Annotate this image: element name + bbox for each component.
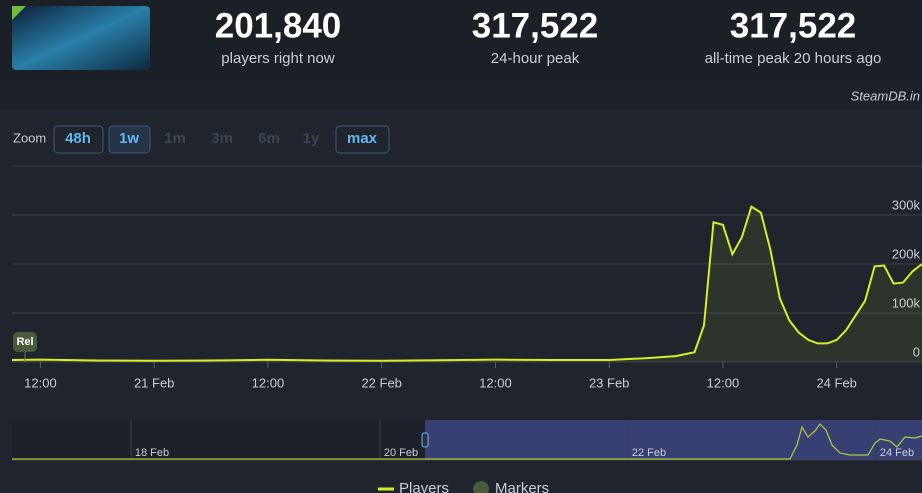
navigator-label: 22 Feb [632, 447, 666, 459]
source-link[interactable]: SteamDB.in [851, 88, 920, 103]
zoom-button[interactable] [335, 125, 390, 154]
zoom-button-label[interactable]: 48h [65, 130, 91, 147]
navigator-selection[interactable] [425, 420, 922, 460]
x-tick-label: 12:00 [479, 375, 512, 390]
stat-value: 317,522 [730, 6, 857, 45]
x-tick-label: 12:00 [252, 375, 285, 390]
navigator-label: 18 Feb [135, 447, 169, 459]
zoom-button[interactable] [53, 125, 104, 154]
legend-label[interactable]: Markers [495, 480, 549, 493]
x-tick-label: 24 Feb [816, 375, 856, 390]
annotation-badge [13, 332, 37, 352]
header-bar [0, 0, 922, 85]
annotation[interactable]: Rel [16, 336, 33, 348]
navigator-line [12, 423, 922, 460]
zoom-button-label[interactable]: 1y [303, 130, 320, 147]
navigator-label: 24 Feb [880, 447, 914, 459]
y-tick-label: 100k [892, 295, 921, 310]
x-tick-label: 12:00 [707, 375, 740, 390]
source-bar [0, 85, 922, 109]
stat-label: players right now [221, 50, 335, 67]
area [12, 206, 922, 362]
x-tick-label: 12:00 [24, 375, 57, 390]
navigator-label: 20 Feb [384, 447, 418, 459]
zoom-button-label[interactable]: 1w [119, 130, 139, 147]
x-tick-label: 22 Feb [361, 375, 401, 390]
y-tick-label: 300k [892, 197, 921, 212]
navigator-handle[interactable] [421, 432, 429, 448]
y-tick-label: 0 [913, 344, 920, 359]
y-tick-label: 200k [892, 246, 921, 261]
stat-value: 201,840 [215, 6, 342, 45]
game-thumbnail[interactable] [12, 6, 150, 70]
legend-label[interactable]: Players [399, 480, 449, 493]
zoom-button-label[interactable]: 6m [258, 130, 280, 147]
x-tick-label: 23 Feb [589, 375, 629, 390]
line [11, 205, 922, 362]
plot: 0 100k 200k 300k 12:00 21 Feb 12:00 22 Feb 12:00… [11, 165, 922, 390]
zoom-button-label[interactable]: 1m [164, 130, 186, 147]
stat-label: all-time peak 20 hours ago [705, 50, 882, 67]
legend-swatch [473, 481, 489, 493]
stat-value: 317,522 [472, 6, 599, 45]
stat-label: 24-hour peak [491, 50, 580, 67]
zoom-label: Zoom [13, 130, 46, 145]
zoom-button[interactable] [108, 125, 151, 154]
thumbnail-corner [12, 6, 26, 20]
x-tick-label: 21 Feb [134, 375, 174, 390]
zoom-button-label[interactable]: 3m [211, 130, 233, 147]
zoom-button-label[interactable]: max [347, 130, 378, 147]
